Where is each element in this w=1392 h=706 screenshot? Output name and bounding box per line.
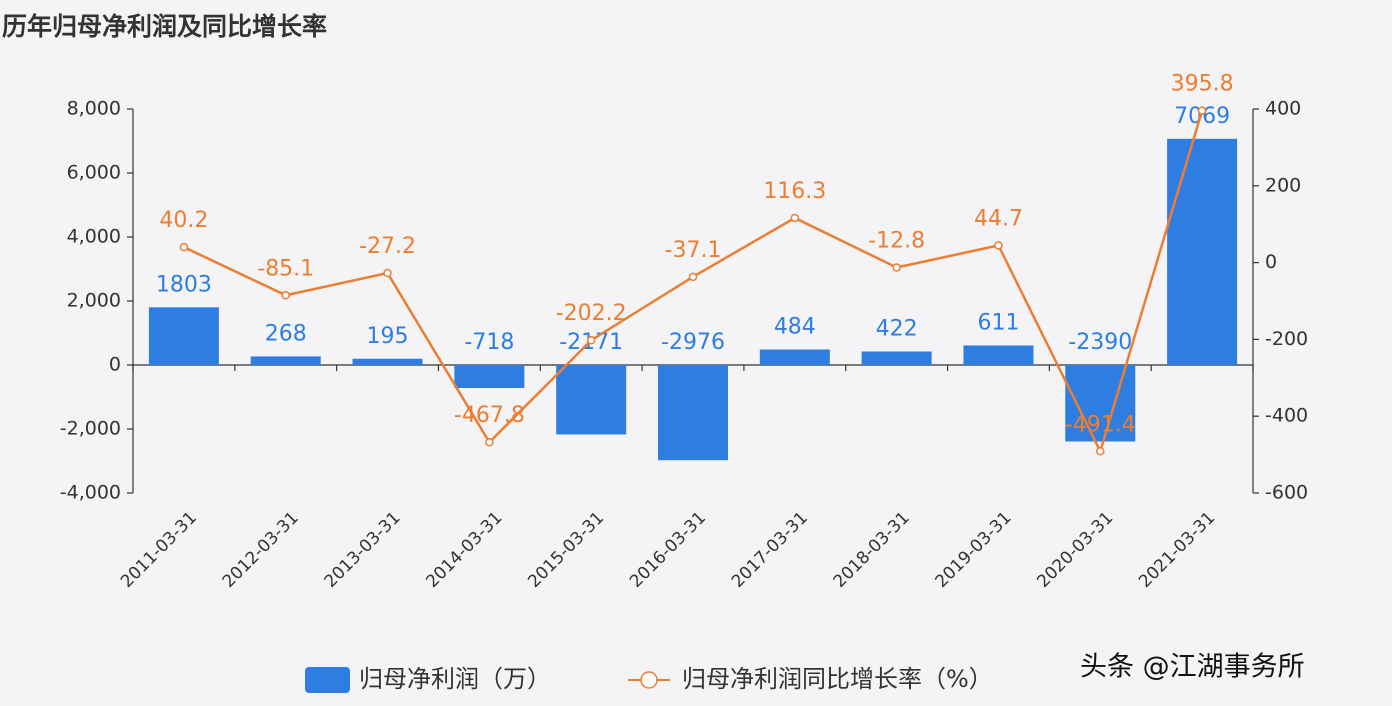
bar-label: 195 <box>367 324 409 349</box>
bar <box>148 307 219 365</box>
bar <box>861 351 932 365</box>
bar-label: -718 <box>464 330 514 355</box>
y-tick-label: 2,000 <box>67 290 121 312</box>
y-tick-label: 6,000 <box>67 162 121 184</box>
line-label: -467.8 <box>454 403 525 428</box>
line-label: -491.4 <box>1065 412 1136 437</box>
bar <box>658 365 728 461</box>
y2-tick-label: 400 <box>1265 98 1301 120</box>
legend-swatch <box>305 667 350 693</box>
bar-label: -2976 <box>661 330 725 355</box>
line-label: -85.1 <box>257 256 314 281</box>
bar-label: 611 <box>977 310 1019 335</box>
bar <box>454 365 525 388</box>
line-label: -37.1 <box>665 238 722 263</box>
line-label: -27.2 <box>359 234 416 259</box>
y2-tick-label: 200 <box>1265 174 1301 196</box>
line-point <box>790 213 800 223</box>
line-label: 44.7 <box>974 206 1023 231</box>
line-point <box>281 291 290 300</box>
y-tick-label: -2,000 <box>60 418 121 440</box>
bar <box>1167 138 1238 365</box>
watermark: 头条 @江湖事务所 <box>1080 652 1305 683</box>
line-point <box>1197 106 1207 115</box>
line-point <box>892 263 901 272</box>
bar-label: 268 <box>265 321 307 346</box>
y2-tick-label: -400 <box>1265 405 1308 427</box>
line-label: -12.8 <box>868 229 925 254</box>
line-point <box>179 242 189 252</box>
legend-label: 归母净利润（万） <box>359 665 551 693</box>
y2-tick-label: -200 <box>1265 328 1308 350</box>
bar <box>352 358 423 365</box>
bar-label: 1803 <box>156 272 212 297</box>
line-label: 40.2 <box>159 208 208 233</box>
bar-label: 484 <box>774 315 816 340</box>
y-tick-label: 4,000 <box>67 226 121 248</box>
legend-swatch <box>640 671 658 689</box>
y-tick-label: -4,000 <box>60 482 121 504</box>
bar <box>250 356 321 365</box>
bar <box>759 349 830 365</box>
bar-label: 422 <box>876 316 918 341</box>
chart-title: 历年归母净利润及同比增长率 <box>2 12 327 41</box>
line-point <box>994 241 1003 250</box>
bar <box>963 345 1034 365</box>
bar <box>556 365 627 435</box>
legend-label: 归母净利润同比增长率（%） <box>682 665 993 693</box>
line-point <box>1096 447 1105 456</box>
line-label: 116.3 <box>763 179 826 204</box>
line-label: -202.2 <box>556 301 627 326</box>
y-tick-label: 0 <box>109 354 121 376</box>
y2-tick-label: -600 <box>1265 482 1308 504</box>
line-label: 395.8 <box>1171 72 1234 97</box>
line-point <box>383 268 392 278</box>
y-tick-label: 8,000 <box>67 98 121 120</box>
line-point <box>586 335 596 345</box>
line-point <box>485 437 494 447</box>
y2-tick-label: 0 <box>1265 251 1277 273</box>
line-point <box>688 272 698 282</box>
bar-label: -2390 <box>1068 330 1132 355</box>
